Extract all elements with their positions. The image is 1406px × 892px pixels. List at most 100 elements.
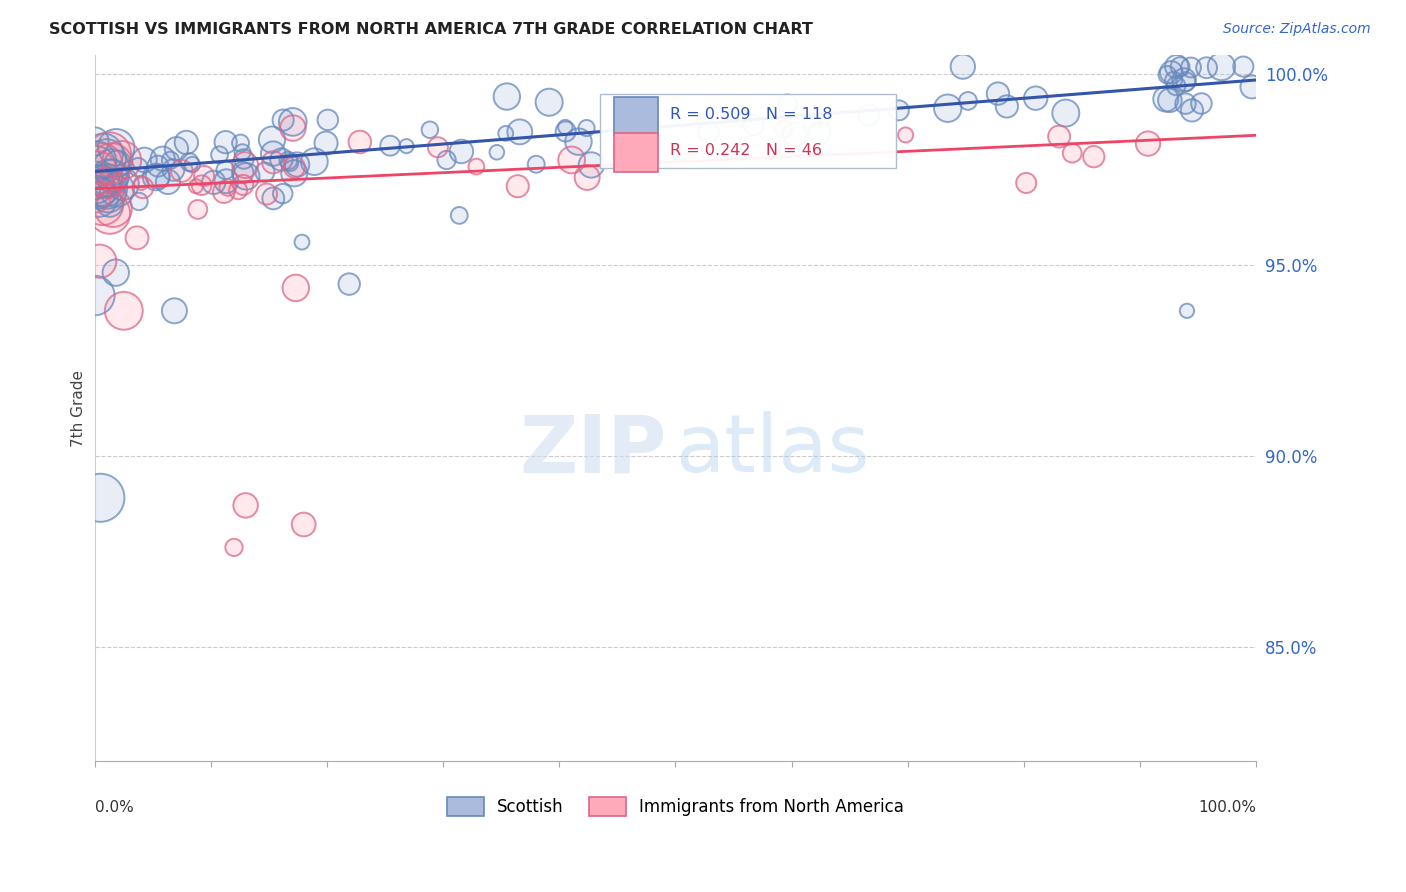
Point bbox=[956, 94, 979, 108]
Point bbox=[94, 173, 117, 187]
Point bbox=[1159, 93, 1181, 107]
Point bbox=[232, 178, 254, 192]
Point bbox=[91, 197, 114, 211]
Point bbox=[1047, 129, 1070, 144]
Point bbox=[495, 127, 517, 141]
Point bbox=[987, 87, 1010, 101]
Point bbox=[281, 115, 304, 129]
Point bbox=[1174, 96, 1197, 111]
Point bbox=[97, 187, 120, 202]
Point bbox=[101, 201, 124, 215]
Point bbox=[1211, 60, 1233, 74]
Point bbox=[281, 115, 304, 129]
Point bbox=[96, 181, 118, 195]
Point bbox=[208, 148, 231, 162]
Point bbox=[107, 157, 129, 171]
Point bbox=[166, 142, 188, 156]
Point bbox=[887, 103, 910, 118]
Point bbox=[1240, 80, 1263, 95]
Point bbox=[262, 146, 284, 161]
Point bbox=[772, 122, 794, 136]
Point bbox=[1168, 60, 1191, 74]
Point bbox=[187, 202, 209, 217]
Point bbox=[485, 145, 508, 160]
Point bbox=[304, 154, 326, 169]
Point bbox=[742, 118, 765, 132]
Point bbox=[202, 175, 225, 189]
Point bbox=[84, 160, 107, 174]
Point bbox=[1232, 60, 1254, 74]
Point bbox=[283, 160, 305, 174]
Text: Source: ZipAtlas.com: Source: ZipAtlas.com bbox=[1223, 22, 1371, 37]
Point bbox=[776, 97, 799, 112]
Point bbox=[87, 190, 110, 204]
Point bbox=[277, 153, 299, 168]
FancyBboxPatch shape bbox=[614, 133, 658, 171]
Point bbox=[1062, 146, 1084, 161]
Point bbox=[506, 179, 529, 194]
Point bbox=[291, 235, 314, 249]
Point bbox=[554, 120, 576, 135]
Point bbox=[101, 156, 124, 170]
Point bbox=[495, 89, 517, 103]
Point bbox=[538, 95, 561, 110]
Point bbox=[291, 235, 314, 249]
Point bbox=[91, 197, 114, 211]
Point bbox=[184, 179, 207, 194]
Point bbox=[190, 178, 212, 193]
Point bbox=[132, 180, 155, 194]
Point bbox=[509, 125, 531, 139]
Point bbox=[1015, 176, 1038, 190]
Point bbox=[166, 142, 188, 156]
Point bbox=[96, 176, 118, 190]
Point bbox=[316, 112, 339, 127]
Point bbox=[449, 208, 471, 222]
Point bbox=[181, 157, 204, 171]
Point bbox=[292, 517, 315, 532]
Point bbox=[292, 517, 315, 532]
Point bbox=[808, 126, 831, 140]
Point bbox=[449, 208, 471, 222]
Point bbox=[253, 165, 276, 179]
Point bbox=[380, 138, 402, 153]
Point bbox=[262, 155, 284, 169]
Point bbox=[129, 176, 152, 190]
Point bbox=[554, 120, 576, 135]
Point bbox=[1175, 303, 1198, 318]
Point bbox=[101, 169, 124, 183]
Point bbox=[93, 174, 115, 188]
Point bbox=[93, 174, 115, 188]
Text: 0.0%: 0.0% bbox=[94, 800, 134, 815]
Point bbox=[256, 187, 278, 202]
Point bbox=[1180, 61, 1202, 75]
Point bbox=[285, 157, 308, 171]
Point bbox=[285, 157, 308, 171]
Point bbox=[100, 161, 122, 175]
Point bbox=[256, 187, 278, 202]
Point bbox=[783, 128, 806, 142]
Point bbox=[1015, 176, 1038, 190]
Point bbox=[233, 158, 256, 172]
Point bbox=[214, 163, 236, 178]
Point bbox=[96, 176, 118, 190]
Point bbox=[575, 121, 598, 136]
Point bbox=[217, 180, 239, 194]
Point bbox=[271, 113, 294, 128]
Point bbox=[524, 157, 547, 171]
Point bbox=[554, 124, 576, 138]
Point bbox=[1156, 68, 1178, 82]
Point bbox=[202, 175, 225, 189]
Point bbox=[128, 194, 150, 209]
Point bbox=[233, 158, 256, 172]
Point bbox=[1181, 103, 1204, 118]
Point bbox=[94, 180, 117, 194]
Point bbox=[100, 161, 122, 175]
Text: 100.0%: 100.0% bbox=[1198, 800, 1257, 815]
Point bbox=[1195, 61, 1218, 75]
Point bbox=[395, 139, 418, 153]
Point bbox=[98, 206, 121, 220]
Point bbox=[87, 190, 110, 204]
Point bbox=[83, 288, 105, 302]
Point bbox=[575, 121, 598, 136]
Point bbox=[84, 178, 107, 192]
